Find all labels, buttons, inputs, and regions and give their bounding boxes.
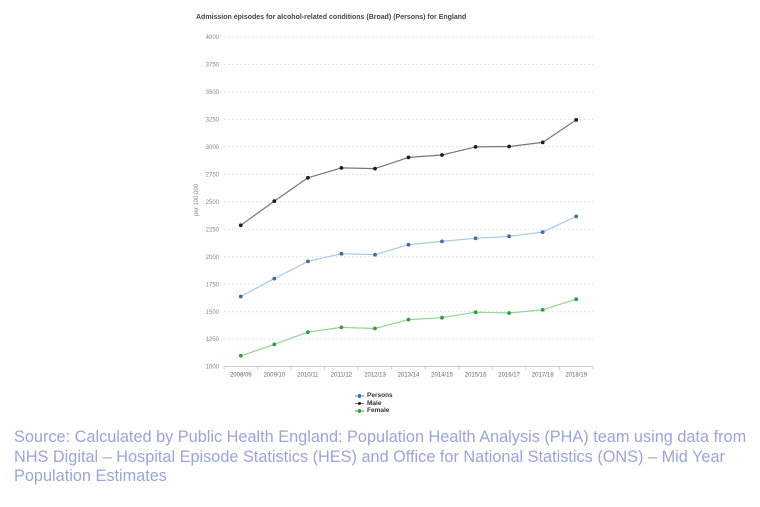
x-tick-label: 2017/18 — [532, 373, 554, 379]
legend-marker-icon — [355, 401, 364, 406]
legend: Persons Male Female — [355, 392, 393, 415]
data-point-female[interactable] — [574, 297, 579, 302]
data-point-female[interactable] — [339, 325, 344, 330]
x-tick-label: 2015/16 — [465, 373, 487, 379]
y-tick-label: 1000 — [206, 365, 220, 371]
data-point-female[interactable] — [406, 317, 411, 322]
data-point-male[interactable] — [238, 223, 243, 228]
legend-label: Persons — [367, 392, 393, 400]
data-point-female[interactable] — [373, 326, 377, 331]
data-point-persons[interactable] — [507, 234, 511, 239]
y-tick-label: 3250 — [206, 118, 220, 124]
data-point-female[interactable] — [507, 311, 511, 315]
data-point-persons[interactable] — [339, 251, 344, 256]
series-line-male — [240, 119, 577, 226]
legend-label: Female — [367, 407, 390, 415]
data-point-male[interactable] — [540, 140, 545, 145]
data-point-persons[interactable] — [272, 276, 277, 281]
x-tick-label: 2008/09 — [230, 373, 252, 379]
chart-svg: 1000 1250 1500 1750 2000 2250 2500 2750 3000 3250… — [206, 35, 594, 379]
legend-dot-icon — [357, 393, 362, 398]
legend-marker-icon — [355, 393, 364, 398]
chart-card: Admission episodes for alcohol-related c… — [192, 10, 596, 422]
data-point-female[interactable] — [238, 353, 243, 358]
y-tick-label: 3500 — [206, 90, 220, 96]
data-point-male[interactable] — [473, 145, 478, 149]
y-tick-label: 2250 — [206, 227, 220, 233]
x-tick-label: 2016/17 — [498, 373, 520, 379]
legend-marker-icon — [355, 409, 364, 413]
y-tick-label: 1250 — [206, 337, 220, 343]
data-point-persons[interactable] — [238, 294, 243, 299]
legend-item-male: Male — [355, 400, 393, 408]
data-point-male[interactable] — [306, 175, 310, 180]
y-tick-label: 2000 — [206, 255, 220, 261]
data-point-female[interactable] — [540, 307, 545, 312]
data-point-female[interactable] — [272, 342, 277, 347]
data-point-female[interactable] — [473, 310, 478, 315]
x-tick-label: 2011/12 — [331, 373, 353, 379]
data-point-male[interactable] — [272, 199, 277, 204]
y-tick-label: 4000 — [206, 35, 220, 41]
data-point-female[interactable] — [440, 315, 444, 320]
data-point-male[interactable] — [440, 153, 444, 157]
legend-dot-icon — [357, 409, 362, 413]
data-point-persons[interactable] — [574, 214, 579, 219]
x-tick-label: 2009/10 — [263, 373, 285, 379]
y-tick-label: 3000 — [206, 145, 220, 151]
y-tick-label: 3750 — [206, 63, 220, 69]
legend-item-persons: Persons — [355, 392, 393, 400]
legend-item-female: Female — [355, 407, 393, 415]
x-tick-label: 2014/15 — [431, 373, 453, 379]
y-tick-label: 1750 — [206, 282, 220, 288]
data-point-male[interactable] — [373, 166, 377, 171]
chart-title: Admission episodes for alcohol-related c… — [196, 14, 467, 21]
data-point-persons[interactable] — [306, 259, 310, 264]
data-point-persons[interactable] — [373, 252, 377, 257]
x-tick-label: 2010/11 — [297, 373, 319, 379]
legend-dot-icon — [357, 401, 362, 406]
x-tick-label: 2012/13 — [364, 373, 386, 379]
series-line-female — [240, 298, 577, 357]
data-point-male[interactable] — [507, 144, 511, 149]
x-tick-label: 2013/14 — [398, 373, 420, 379]
data-point-male[interactable] — [574, 118, 579, 122]
data-point-male[interactable] — [339, 166, 344, 170]
data-point-persons[interactable] — [540, 230, 545, 235]
x-tick-label: 2018/19 — [565, 373, 587, 379]
y-tick-label: 2500 — [206, 200, 220, 206]
y-tick-label: 2750 — [206, 173, 220, 179]
y-tick-label: 1500 — [206, 310, 220, 316]
data-point-persons[interactable] — [406, 242, 411, 247]
legend-label: Male — [367, 399, 382, 407]
data-point-persons[interactable] — [473, 236, 478, 241]
data-point-male[interactable] — [406, 155, 411, 160]
data-point-persons[interactable] — [440, 239, 444, 244]
source-note: Source: Calculated by Public Health Engl… — [14, 428, 747, 485]
data-point-female[interactable] — [306, 330, 310, 334]
